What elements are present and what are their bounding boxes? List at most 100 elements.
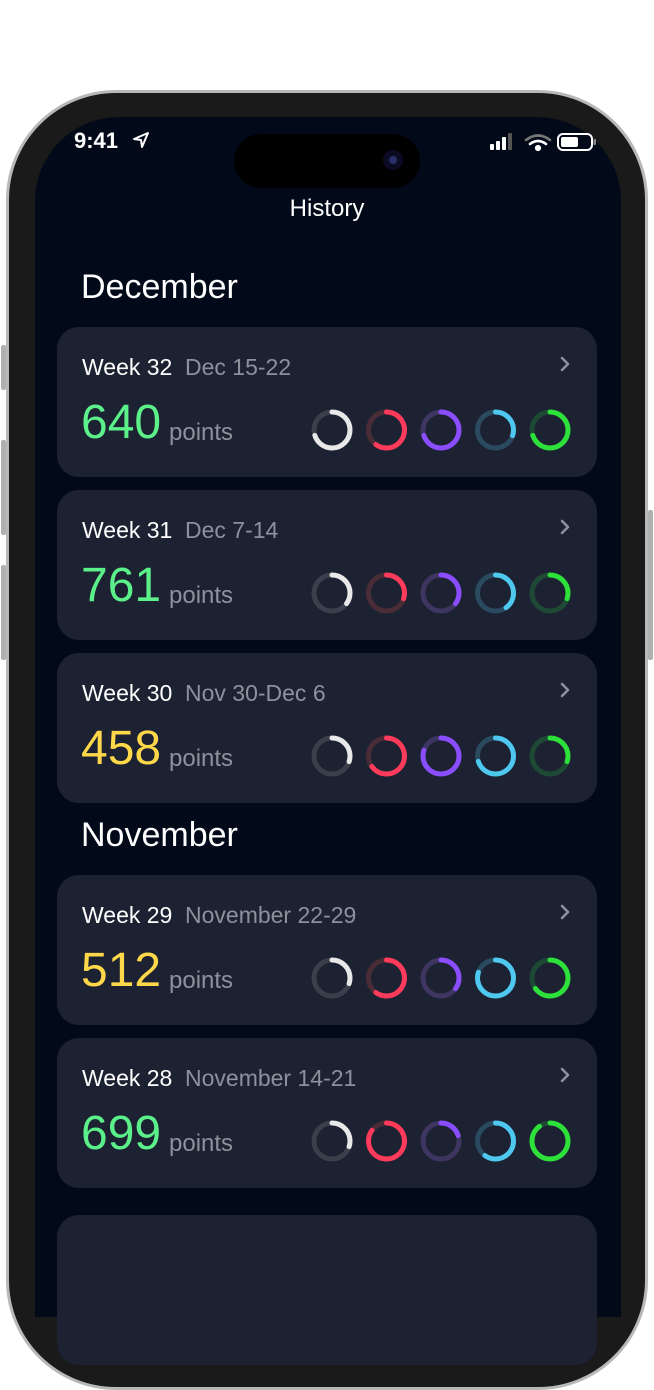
activity-ring [420,409,462,451]
week-label: Week 30 [82,680,173,706]
signal-icon [490,133,512,150]
activity-ring [366,1120,407,1162]
chevron-right-icon[interactable] [559,518,571,536]
activity-rings [311,1120,571,1162]
ring-progress [366,572,407,614]
activity-ring [529,735,571,777]
ring-progress [529,409,571,451]
activity-ring [311,735,353,777]
points-value: 640 [81,396,162,449]
activity-ring [475,1120,516,1162]
power-button [648,510,653,660]
activity-ring [475,735,516,777]
wifi-icon [524,134,552,152]
points-value: 761 [81,559,162,612]
activity-ring [420,572,462,614]
ring-progress [366,409,407,451]
points-value: 458 [81,722,162,775]
activity-ring [529,572,571,614]
activity-rings [311,572,571,614]
activity-ring [420,1120,462,1162]
status-icons [490,133,596,152]
ring-progress [475,957,516,999]
section-header: December [81,268,238,306]
week-card-partial[interactable] [57,1215,597,1365]
activity-ring [420,735,462,777]
activity-ring [366,957,407,999]
ring-progress [475,735,516,777]
ring-progress [475,572,516,614]
ring-progress [420,572,462,614]
activity-ring [366,409,407,451]
ring-progress [529,957,571,999]
week-dates: November 22-29 [185,902,357,928]
chevron-right-icon[interactable] [559,1066,571,1084]
activity-ring [529,1120,571,1162]
battery-icon [557,133,596,151]
chevron-right-icon[interactable] [559,681,571,699]
ring-progress [311,572,353,614]
week-card[interactable]: Week 30 Nov 30-Dec 6 458 points [57,653,597,803]
ring-progress [475,409,516,451]
activity-ring [529,957,571,999]
activity-rings [311,735,571,777]
ring-progress [311,409,353,451]
activity-ring [420,957,462,999]
points-label: points [169,419,234,446]
ring-progress [529,735,571,777]
points-label: points [169,745,234,772]
side-button [1,345,6,390]
week-dates: Dec 15-22 [185,354,292,380]
activity-ring [475,409,516,451]
ring-progress [420,735,462,777]
points-label: points [169,967,234,994]
ring-progress [366,1120,407,1162]
points-value: 699 [81,1107,162,1160]
section-header: November [81,816,238,854]
week-dates: Dec 7-14 [185,517,279,543]
activity-ring [311,409,353,451]
chevron-right-icon[interactable] [559,355,571,373]
points-label: points [169,582,234,609]
week-dates: November 14-21 [185,1065,357,1091]
ring-progress [366,957,407,999]
chevron-right-icon[interactable] [559,903,571,921]
week-label: Week 32 [82,354,173,380]
points-value: 512 [81,944,162,997]
activity-ring [529,409,571,451]
ring-progress [311,735,353,777]
activity-ring [475,572,516,614]
status-time: 9:41 [74,128,119,153]
ring-progress [311,1120,353,1162]
ring-progress [420,957,462,999]
volume-down-button [1,565,6,660]
activity-ring [311,572,353,614]
activity-ring [311,1120,353,1162]
activity-ring [311,957,353,999]
activity-ring [366,735,407,777]
ring-progress [529,572,571,614]
week-card[interactable]: Week 31 Dec 7-14 761 points [57,490,597,640]
ring-progress [420,409,462,451]
activity-ring [475,957,516,999]
ring-progress [475,1120,516,1162]
camera-icon [383,150,403,170]
activity-ring [366,572,407,614]
week-card[interactable]: Week 32 Dec 15-22 640 points [57,327,597,477]
volume-up-button [1,440,6,535]
week-label: Week 28 [82,1065,173,1091]
week-dates: Nov 30-Dec 6 [185,680,326,706]
points-label: points [169,1130,234,1157]
ring-progress [366,735,407,777]
ring-progress [311,957,353,999]
location-arrow-icon [133,132,149,148]
page-title: History [289,195,365,222]
ring-progress [529,1120,571,1162]
week-card[interactable]: Week 29 November 22-29 512 points [57,875,597,1025]
ring-progress [420,1120,462,1162]
week-card[interactable]: Week 28 November 14-21 699 points [57,1038,597,1188]
week-label: Week 31 [82,517,173,543]
week-label: Week 29 [82,902,173,928]
activity-rings [311,409,571,451]
activity-rings [311,957,571,999]
